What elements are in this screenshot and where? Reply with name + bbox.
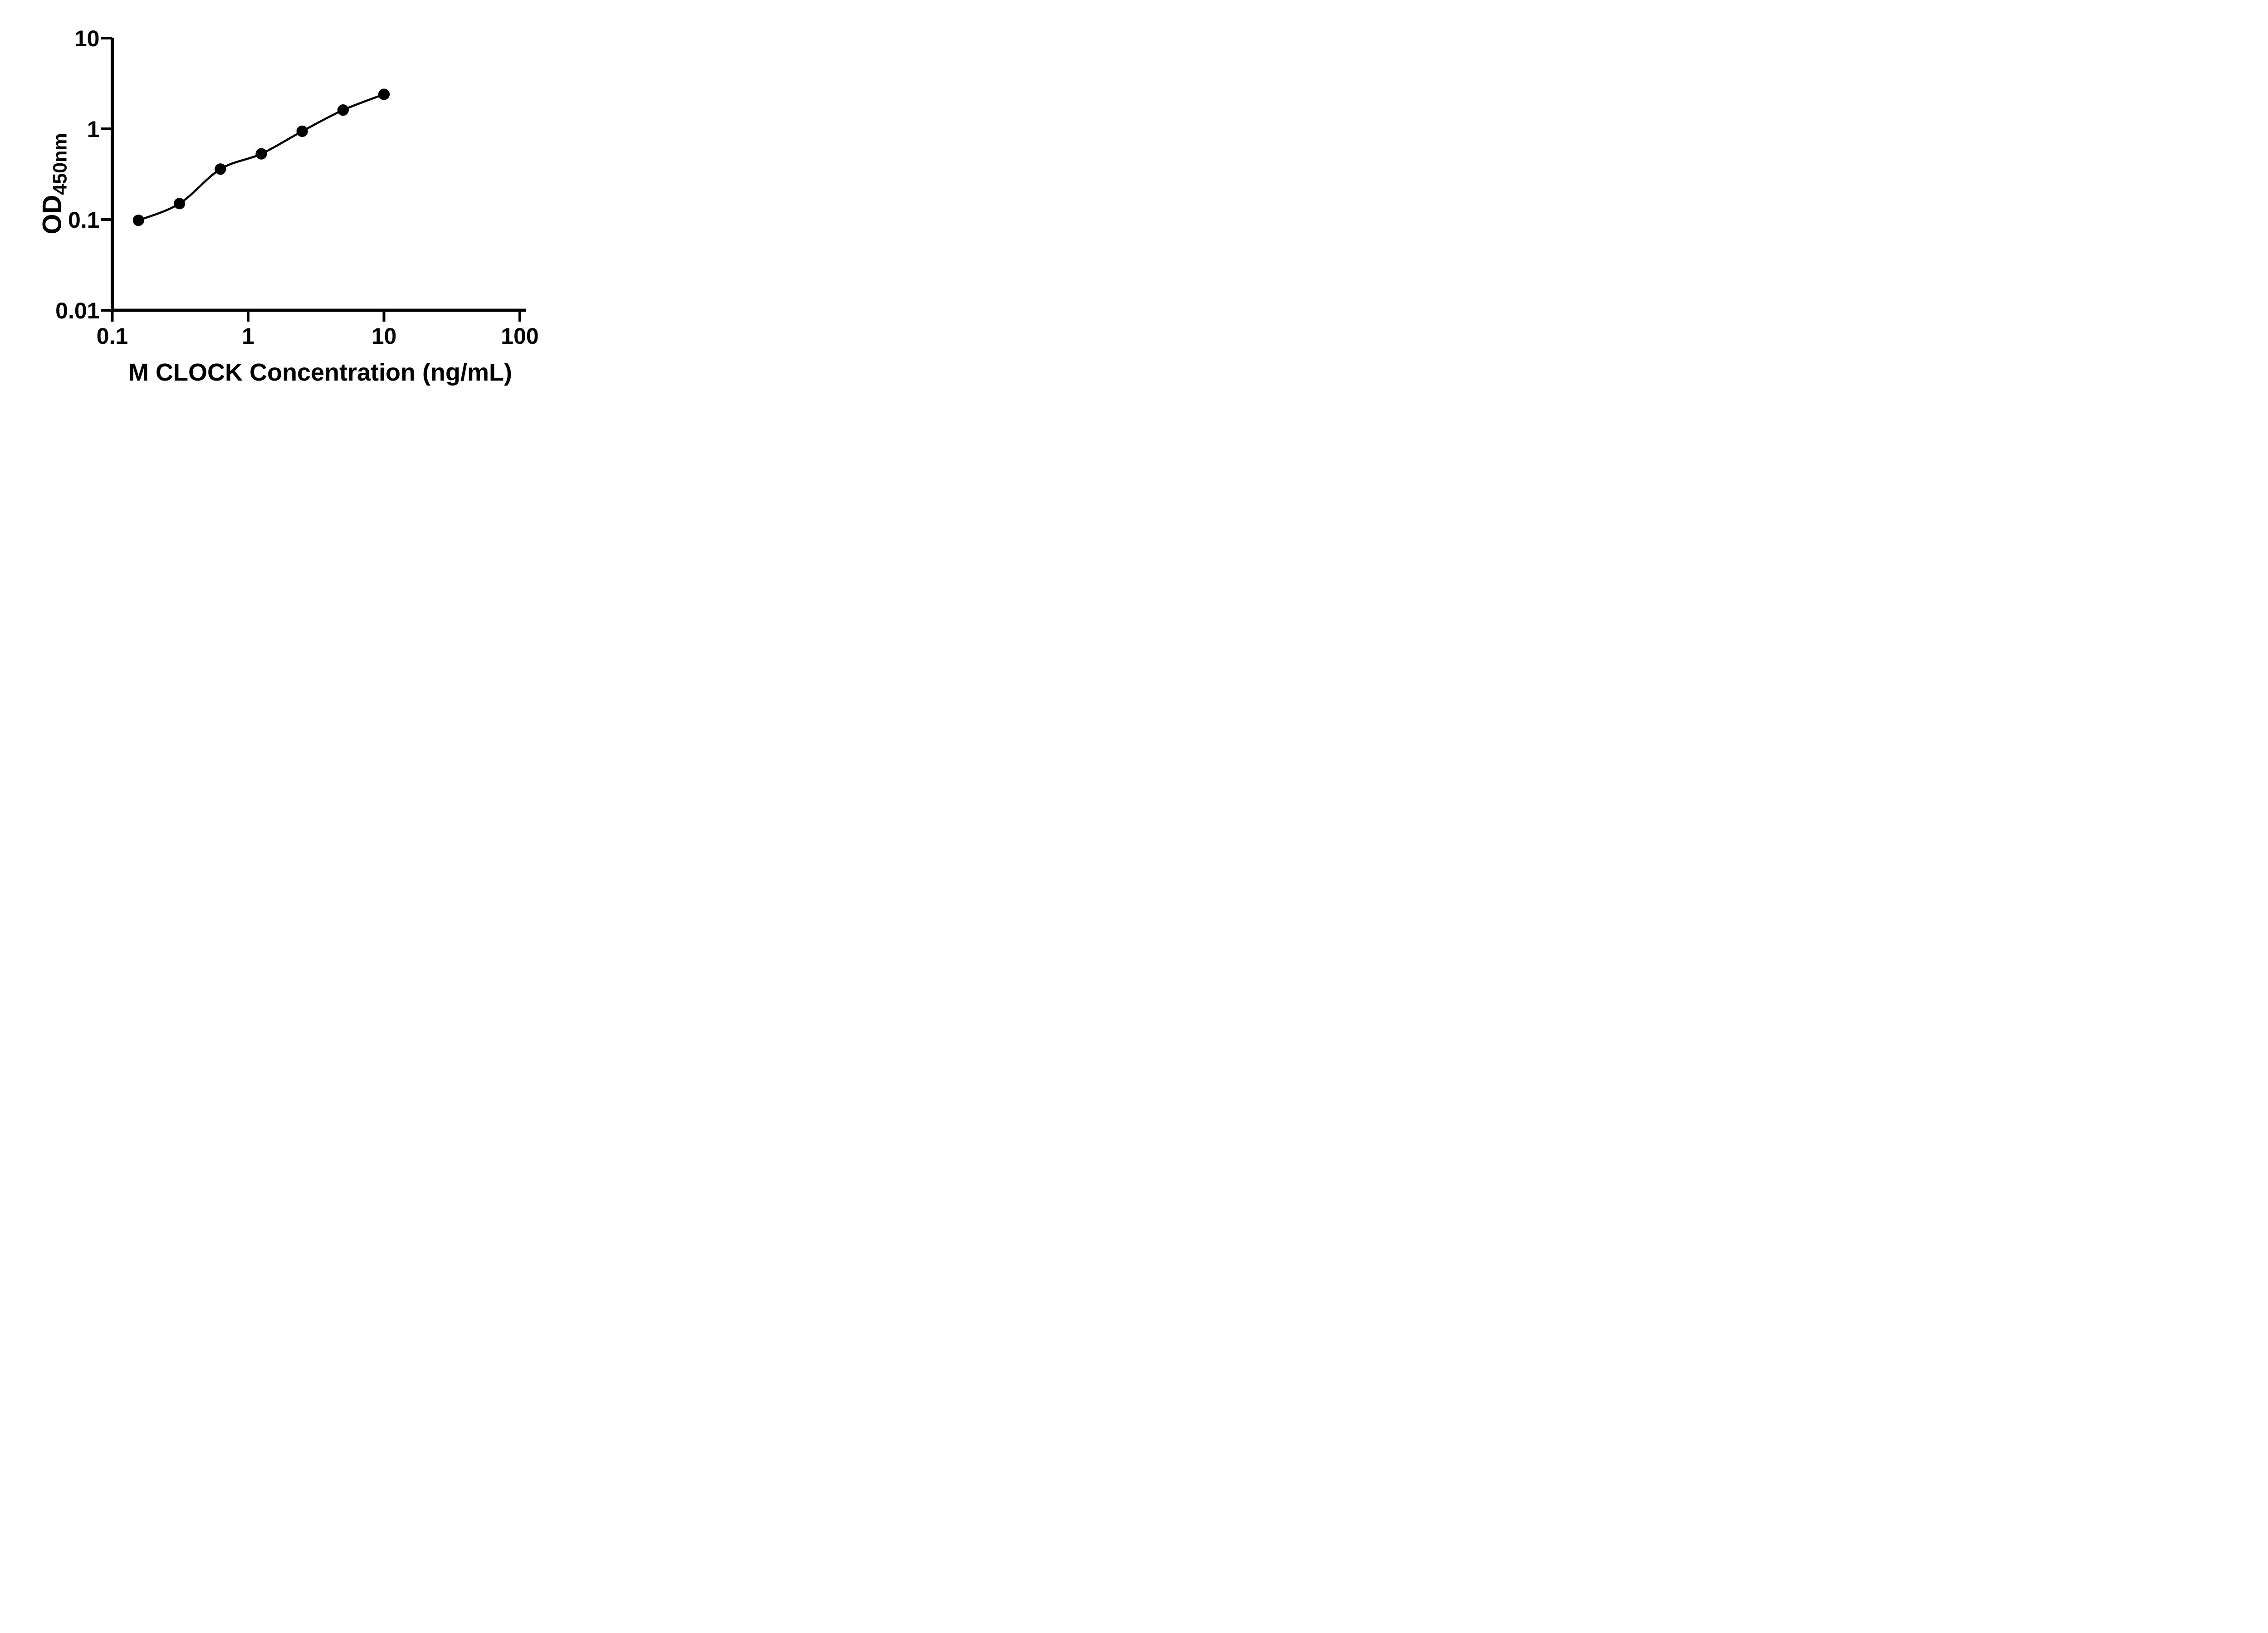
data-point — [132, 215, 144, 226]
y-tick-label: 0.1 — [68, 207, 100, 233]
data-point — [255, 148, 267, 160]
y-axis-title-subscript: 450nm — [49, 133, 71, 195]
y-tick-label: 0.01 — [55, 298, 99, 323]
x-tick-label: 10 — [371, 323, 397, 349]
standard-curve-chart: 0.01 0.1 1 10 0.1 1 10 100 M CLOCK Concentratio… — [0, 0, 583, 408]
data-point — [174, 198, 186, 210]
y-tick-label: 1 — [87, 117, 100, 142]
data-point — [378, 88, 390, 100]
x-tick-label: 0.1 — [97, 323, 128, 349]
data-point — [215, 163, 226, 175]
y-tick-label: 10 — [74, 26, 100, 51]
x-tick-label: 100 — [501, 323, 538, 349]
data-point — [337, 104, 349, 116]
axis-frame — [111, 38, 526, 312]
x-tick-label: 1 — [242, 323, 254, 349]
y-axis-title-main: OD — [37, 195, 67, 235]
x-axis-title: M CLOCK Concentration (ng/mL) — [128, 359, 512, 386]
data-point — [296, 125, 308, 137]
